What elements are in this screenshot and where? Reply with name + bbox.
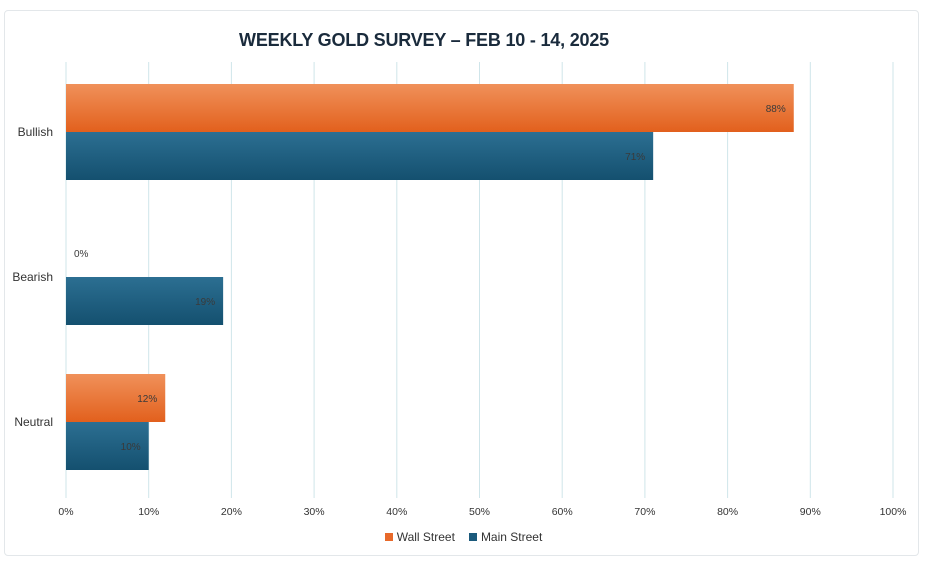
legend-swatch-wall-street [384,533,393,541]
category-label-bearish: Bearish [12,270,53,284]
x-tick-label: 70% [634,506,655,518]
bar-wall-street-bullish[interactable] [66,84,794,132]
legend-item-wall-street[interactable]: Wall Street [384,530,455,544]
x-tick-label: 50% [469,506,490,518]
x-tick-label: 10% [138,506,159,518]
data-label: 71% [625,152,645,163]
category-label-bullish: Bullish [18,125,53,139]
x-tick-label: 90% [800,506,821,518]
bar-main-street-bullish[interactable] [66,132,654,180]
bars [66,84,794,470]
data-label: 10% [121,442,141,453]
data-label: 19% [195,297,215,308]
legend-swatch-main-street [468,533,477,541]
data-label: 12% [137,394,157,405]
x-tick-label: 80% [717,506,738,518]
data-label: 0% [74,249,89,260]
legend-item-main-street[interactable]: Main Street [468,530,543,544]
legend: Wall Street Main Street [0,530,927,544]
x-tick-label: 20% [221,506,242,518]
bar-wall-street-neutral[interactable] [66,374,166,422]
x-tick-label: 40% [386,506,407,518]
x-tick-label: 30% [304,506,325,518]
labels: 0% 10% 20% 30% 40% 50% 60% 70% 80% 90% 100% Bullish… [12,104,906,518]
x-tick-label: 60% [552,506,573,518]
legend-label-main-street: Main Street [480,530,543,544]
legend-label-wall-street: Wall Street [396,530,455,544]
x-tick-label: 0% [58,506,73,518]
bar-main-street-neutral[interactable] [66,422,149,470]
x-tick-label: 100% [880,506,907,518]
chart-title: WEEKLY GOLD SURVEY – FEB 10 - 14, 2025 [239,30,609,50]
bar-main-street-bearish[interactable] [66,277,224,325]
category-label-neutral: Neutral [14,415,53,429]
data-label: 88% [766,104,786,115]
